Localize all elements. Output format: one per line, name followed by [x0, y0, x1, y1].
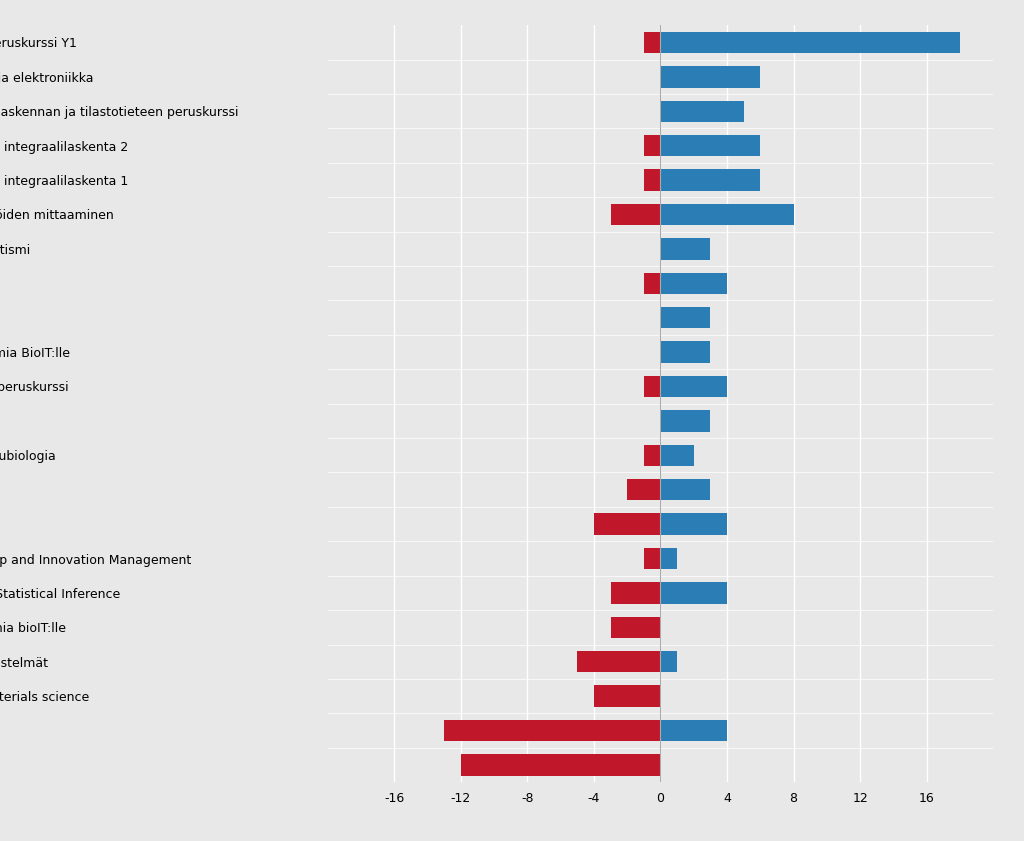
Bar — [644, 135, 660, 156]
Bar — [660, 376, 727, 397]
Bar — [594, 685, 660, 706]
Bar — [660, 169, 760, 191]
Bar — [578, 651, 660, 673]
Bar — [660, 307, 711, 328]
Bar — [660, 547, 677, 569]
Bar — [660, 651, 677, 673]
Bar — [644, 445, 660, 466]
Bar — [461, 754, 660, 775]
Bar — [660, 204, 794, 225]
Bar — [644, 272, 660, 294]
Bar — [644, 547, 660, 569]
Bar — [660, 582, 727, 604]
Bar — [660, 720, 727, 741]
Bar — [610, 582, 660, 604]
Bar — [610, 616, 660, 638]
Bar — [594, 513, 660, 535]
Bar — [660, 238, 711, 260]
Bar — [660, 410, 711, 431]
Bar — [660, 32, 961, 53]
Bar — [610, 204, 660, 225]
Bar — [660, 445, 694, 466]
Bar — [660, 479, 711, 500]
Bar — [644, 376, 660, 397]
Bar — [660, 513, 727, 535]
Bar — [627, 479, 660, 500]
Bar — [660, 101, 743, 122]
Bar — [660, 341, 711, 362]
Bar — [660, 135, 760, 156]
Bar — [444, 720, 660, 741]
Bar — [660, 66, 760, 87]
Bar — [644, 169, 660, 191]
Bar — [660, 272, 727, 294]
Bar — [644, 32, 660, 53]
